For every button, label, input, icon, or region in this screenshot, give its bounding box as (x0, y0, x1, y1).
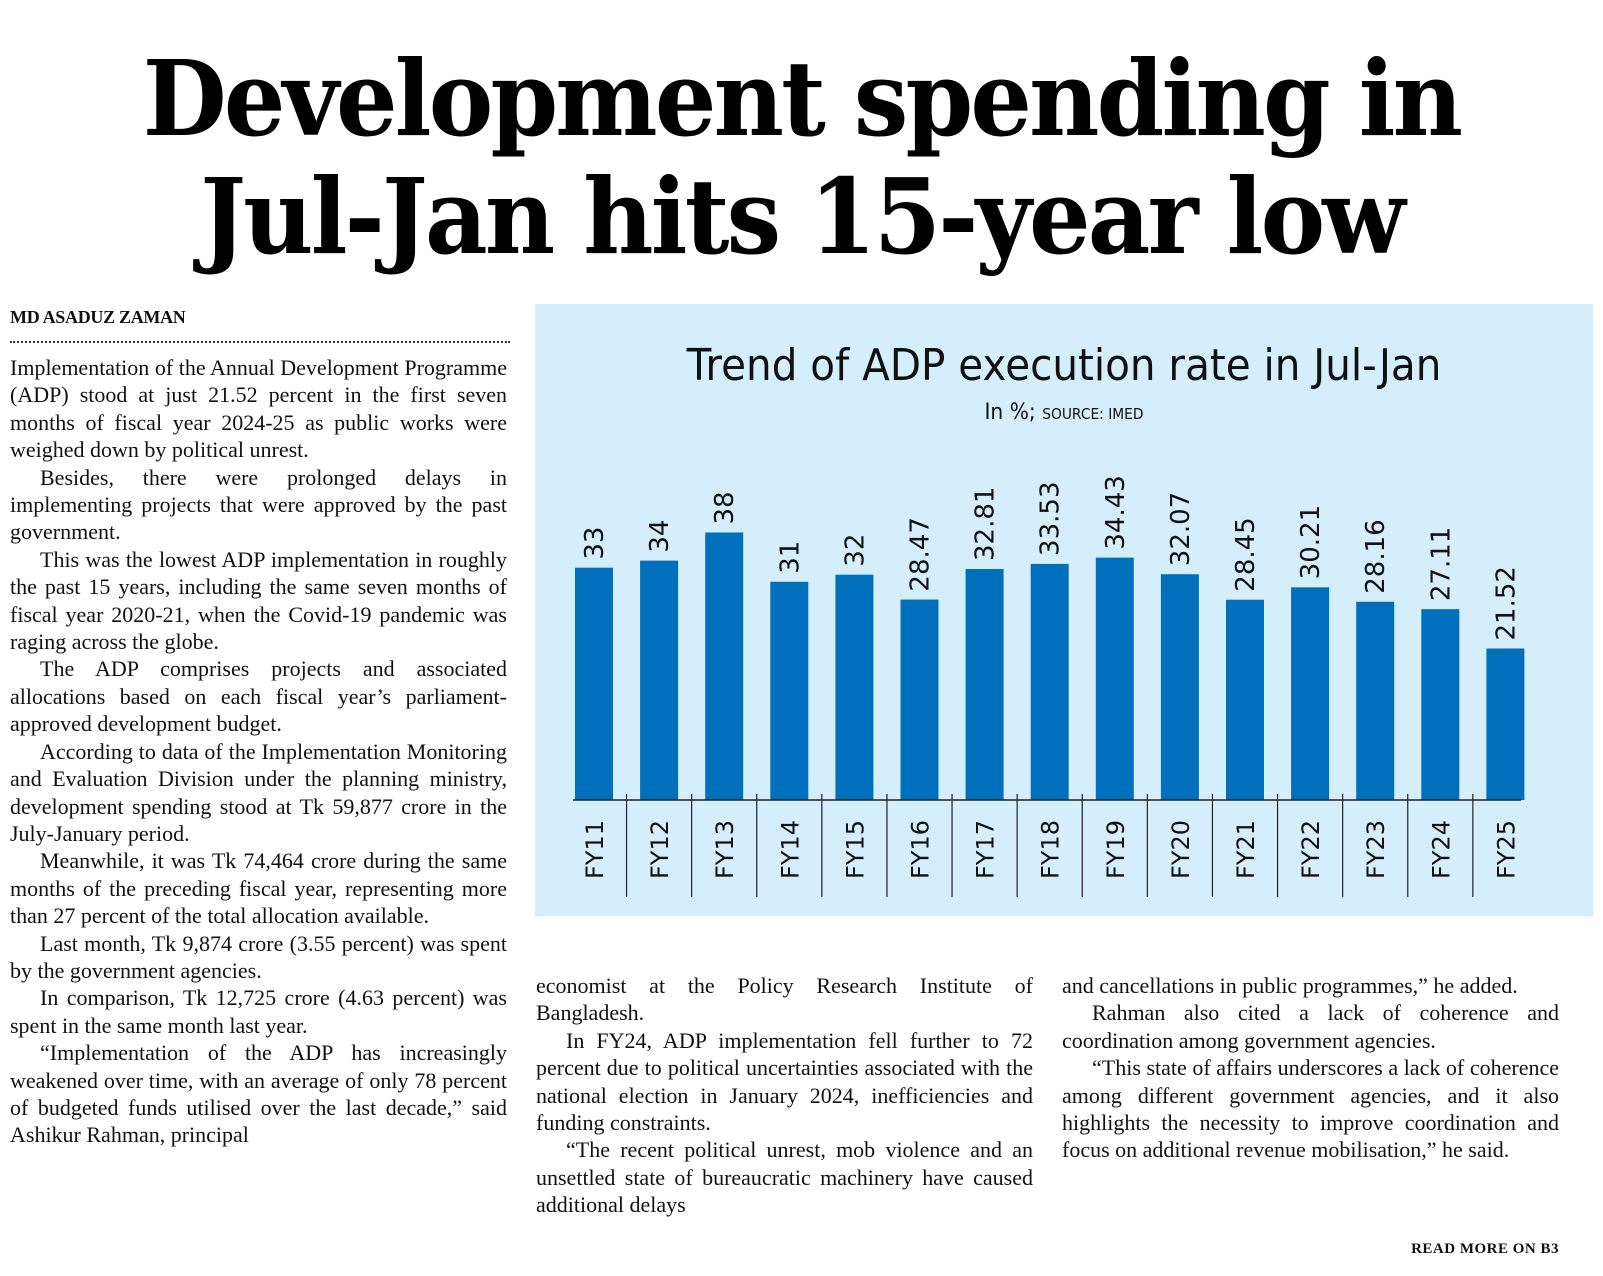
dotted-divider (10, 341, 510, 343)
bar-fy14 (770, 581, 809, 800)
chart-subtitle: In %; SOURCE: IMED (577, 400, 1550, 425)
value-label: 33.53 (1036, 482, 1066, 556)
paragraph: According to data of the Implementation … (10, 738, 507, 846)
bar-fy22 (1291, 587, 1330, 800)
chart-title: Trend of ADP execution rate in Jul-Jan (686, 340, 1442, 391)
bar-fy24 (1421, 609, 1460, 800)
paragraph: Last month, Tk 9,874 crore (3.55 percent… (10, 930, 507, 983)
chart-source: SOURCE: IMED (1042, 405, 1144, 423)
headline-line-2: Jul-Jan hits 15-year low (200, 155, 1405, 278)
category-label: FY13 (711, 820, 739, 879)
category-label: FY19 (1102, 820, 1130, 879)
paragraph: economist at the Policy Research Institu… (536, 973, 1033, 1026)
paragraph: In FY24, ADP implementation fell further… (536, 1027, 1033, 1136)
category-label: FY23 (1362, 820, 1390, 879)
bar-fy17 (965, 569, 1004, 800)
value-label: 38 (710, 491, 740, 524)
value-label: 30.21 (1296, 505, 1326, 579)
value-label: 28.45 (1231, 517, 1261, 591)
paragraph: Implementation of the Annual Development… (10, 355, 507, 463)
value-label: 32.81 (971, 487, 1001, 561)
bar-fy12 (640, 560, 679, 800)
paragraph: Rahman also cited a lack of coherence an… (1062, 1000, 1559, 1053)
article-column-2: economist at the Policy Research Institu… (536, 972, 1033, 1219)
paragraph: In comparison, Tk 12,725 crore (4.63 per… (10, 985, 507, 1038)
category-label: FY25 (1492, 820, 1520, 879)
value-label: 21.52 (1491, 566, 1521, 640)
bar-fy23 (1356, 601, 1395, 800)
bar-fy13 (705, 532, 744, 800)
bar-fy18 (1030, 563, 1069, 800)
bar-fy19 (1095, 557, 1134, 800)
value-label: 32.07 (1166, 492, 1196, 566)
bar-chart: 33 34 38 31 32 28.47 32.81 33.53 34.43 32.07 28.45… (573, 475, 1525, 897)
paragraph: “The recent political unrest, mob violen… (536, 1137, 1033, 1218)
category-label: FY15 (841, 820, 869, 879)
paragraph: This was the lowest ADP implementation i… (10, 546, 507, 655)
read-more-link[interactable]: READ MORE ON B3 (1411, 1241, 1559, 1257)
headline: Development spending in Jul-Jan hits 15-… (56, 40, 1547, 276)
category-label: FY12 (646, 820, 674, 879)
paragraph: “Implementation of the ADP has increasin… (10, 1040, 507, 1148)
paragraph: Besides, there were prolonged delays in … (10, 464, 507, 545)
category-label: FY16 (907, 820, 935, 879)
article-column-1: Implementation of the Annual Development… (10, 354, 507, 1149)
category-label: FY17 (972, 820, 1000, 879)
value-label: 33 (580, 527, 610, 560)
byline: MD ASADUZ ZAMAN (10, 307, 186, 327)
bar-fy20 (1160, 574, 1199, 800)
chart-unit: In %; (984, 400, 1036, 425)
paragraph: The ADP comprises projects and associate… (10, 656, 507, 737)
category-label: FY22 (1297, 820, 1325, 879)
category-label: FY24 (1427, 820, 1455, 879)
paragraph: “This state of affairs underscores a lac… (1062, 1055, 1559, 1163)
value-label: 32 (840, 534, 870, 567)
bar-fy21 (1226, 599, 1264, 800)
bar-fy16 (900, 599, 939, 800)
value-label: 28.16 (1361, 519, 1391, 593)
bar-fy25 (1486, 648, 1525, 800)
chart-panel: Trend of ADP execution rate in Jul-Jan I… (535, 304, 1593, 916)
bar-fy15 (835, 574, 874, 800)
value-label: 34.43 (1101, 475, 1131, 549)
article-column-3: and cancellations in public programmes,”… (1062, 972, 1559, 1164)
value-label: 34 (645, 520, 675, 553)
category-label: FY20 (1167, 820, 1195, 879)
category-label: FY21 (1232, 820, 1260, 879)
bar-fy11 (575, 567, 613, 800)
paragraph: Meanwhile, it was Tk 74,464 crore during… (10, 848, 507, 929)
value-label: 31 (775, 541, 805, 574)
category-label: FY14 (776, 820, 804, 879)
headline-line-1: Development spending in (142, 37, 1463, 160)
category-label: FY18 (1037, 820, 1065, 879)
value-label: 27.11 (1426, 527, 1456, 601)
paragraph: and cancellations in public programmes,”… (1062, 973, 1518, 998)
category-label: FY11 (581, 820, 609, 879)
value-label: 28.47 (906, 517, 936, 591)
